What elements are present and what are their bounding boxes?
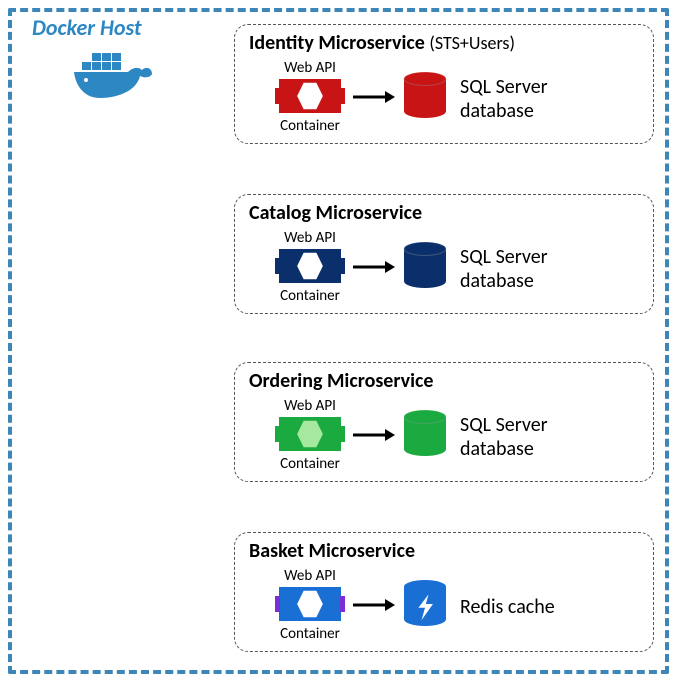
container-icon: [275, 415, 345, 453]
database-icon: [403, 409, 447, 457]
database-icon: [403, 241, 447, 289]
webapi-label: Web API: [275, 229, 345, 247]
docker-host-label: Docker Host: [32, 14, 142, 41]
webapi-label: Web API: [275, 59, 345, 77]
database-label: SQL Serverdatabase: [460, 75, 548, 123]
redis-icon: [403, 579, 447, 627]
database-label: Redis cache: [460, 595, 555, 619]
container-label: Container: [270, 117, 350, 135]
container-icon: [275, 585, 345, 623]
container-label: Container: [270, 455, 350, 473]
container-icon: [275, 77, 345, 115]
database-label: SQL Serverdatabase: [460, 245, 548, 293]
arrow-icon: [353, 599, 395, 611]
container-label: Container: [270, 287, 350, 305]
arrow-icon: [353, 91, 395, 103]
arrow-icon: [353, 261, 395, 273]
container-icon: [275, 247, 345, 285]
docker-whale-icon: [72, 48, 156, 104]
arrow-icon: [353, 429, 395, 441]
database-icon: [403, 71, 447, 119]
microservice-title: Basket Microservice: [249, 539, 415, 563]
docker-host-boundary: Docker Host Identity Microservice (STS+U…: [8, 8, 669, 674]
microservice-box: Basket Microservice Web API Container Red…: [234, 532, 654, 652]
microservice-title: Identity Microservice (STS+Users): [249, 31, 515, 55]
microservice-title: Catalog Microservice: [249, 201, 422, 225]
microservice-box: Ordering Microservice Web API Container S…: [234, 362, 654, 482]
webapi-label: Web API: [275, 567, 345, 585]
microservice-box: Identity Microservice (STS+Users) Web API…: [234, 24, 654, 144]
database-label: SQL Serverdatabase: [460, 413, 548, 461]
microservice-box: Catalog Microservice Web API Container SQ…: [234, 194, 654, 314]
microservice-title: Ordering Microservice: [249, 369, 433, 393]
webapi-label: Web API: [275, 397, 345, 415]
container-label: Container: [270, 625, 350, 643]
